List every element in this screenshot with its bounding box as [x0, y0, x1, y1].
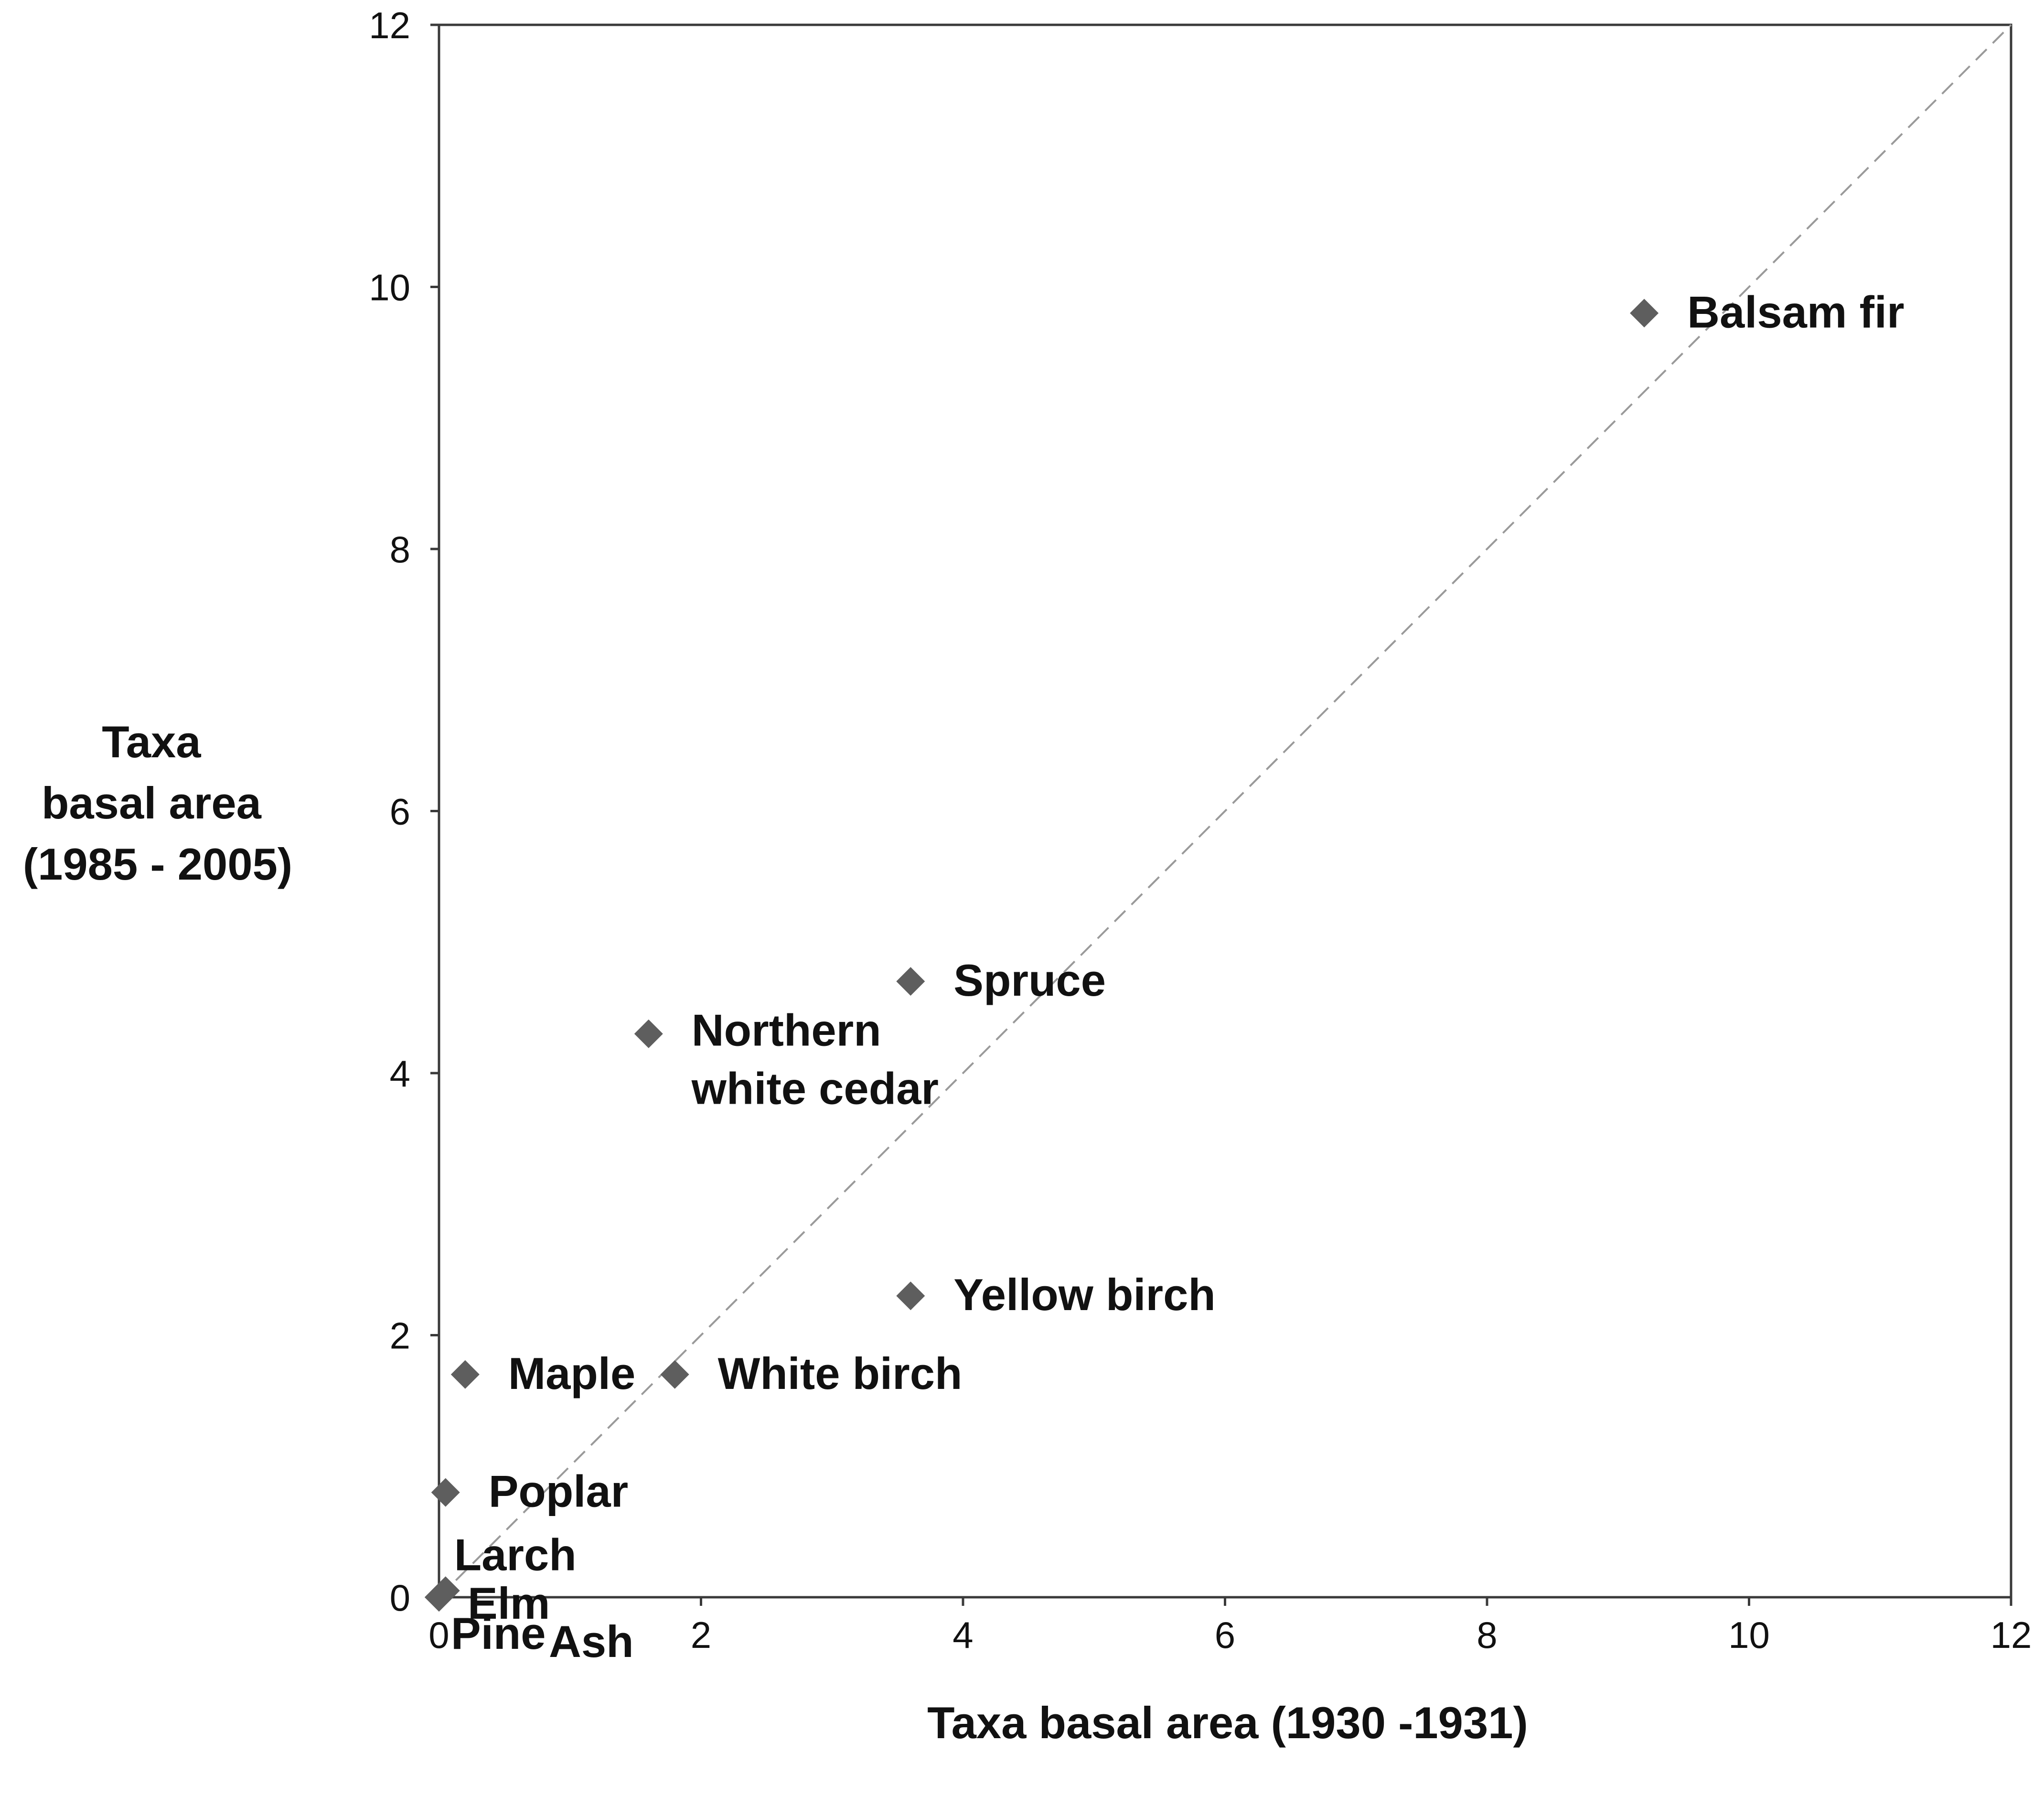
data-point — [425, 1583, 453, 1612]
y-tick-label: 2 — [390, 1315, 410, 1357]
x-tick-label: 6 — [1215, 1614, 1235, 1656]
data-point — [1630, 299, 1659, 328]
point-label: Pine — [451, 1608, 546, 1658]
x-axis-title: Taxa basal area (1930 -1931) — [927, 1698, 1528, 1748]
point-label-line: Poplar — [489, 1466, 629, 1516]
point-label: Larch — [454, 1529, 577, 1580]
point-label: Spruce — [953, 955, 1106, 1005]
x-tick-label: 10 — [1728, 1614, 1770, 1656]
reference-line — [438, 24, 2012, 1598]
point-label-line: Spruce — [953, 955, 1106, 1005]
point-label-line: white cedar — [691, 1064, 939, 1114]
data-points — [425, 299, 1659, 1612]
y-axis-title-line-2: basal area — [42, 778, 262, 828]
y-axis-title-line-1: Taxa — [102, 717, 201, 767]
data-point — [896, 967, 925, 996]
point-label-line: Pine — [451, 1608, 546, 1658]
y-tick-label: 10 — [369, 267, 410, 309]
data-point — [450, 1360, 480, 1389]
x-tick-label: 12 — [1990, 1614, 2032, 1656]
data-point — [431, 1478, 460, 1507]
point-label-line: Northern — [692, 1005, 881, 1055]
point-label: White birch — [718, 1348, 963, 1398]
point-label-line: Elm — [468, 1578, 550, 1628]
y-tick-label: 0 — [390, 1577, 410, 1619]
point-label: Northern white cedar — [691, 1005, 939, 1114]
y-tick-label: 4 — [390, 1053, 410, 1095]
point-label-line: Maple — [508, 1348, 635, 1398]
point-label-line: White birch — [718, 1348, 963, 1398]
point-label: Elm — [468, 1578, 550, 1628]
y-axis-ticks: 0 2 4 6 8 10 12 — [369, 4, 439, 1619]
point-label: Yellow birch — [953, 1269, 1216, 1320]
y-tick-label: 6 — [390, 791, 410, 833]
x-tick-label: 8 — [1477, 1614, 1497, 1656]
point-label-line: Balsam fir — [1687, 287, 1905, 337]
x-tick-label: 2 — [691, 1614, 711, 1656]
point-label: Ash — [549, 1616, 634, 1667]
point-label: Maple — [508, 1348, 635, 1398]
point-label: Poplar — [489, 1466, 629, 1516]
data-point — [660, 1360, 689, 1389]
y-tick-label: 12 — [369, 4, 410, 46]
data-point — [896, 1281, 925, 1311]
point-label: Balsam fir — [1687, 287, 1905, 337]
point-label-line: Larch — [454, 1529, 577, 1580]
point-label-line: Yellow birch — [953, 1269, 1216, 1320]
data-point — [634, 1019, 663, 1048]
point-label-line: Ash — [549, 1616, 634, 1667]
x-tick-label: 4 — [952, 1614, 973, 1656]
y-axis-title: Taxa basal area (1985 - 2005) — [23, 717, 292, 889]
y-axis-title-line-3: (1985 - 2005) — [23, 839, 292, 889]
x-tick-label: 0 — [428, 1614, 449, 1656]
point-labels: Balsam fir Spruce Northern white cedar Yello… — [451, 287, 1905, 1667]
y-tick-label: 8 — [390, 528, 410, 570]
x-axis-ticks: 0 2 4 6 8 10 12 — [428, 1597, 2032, 1656]
